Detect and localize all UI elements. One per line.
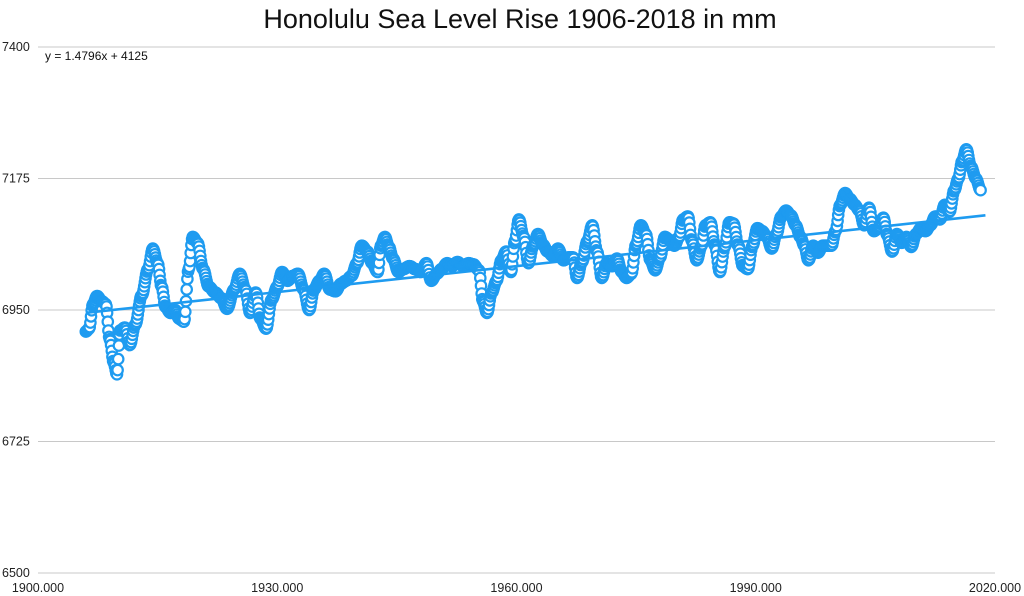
- y-tick-label: 7400: [2, 40, 30, 54]
- y-tick-label: 6950: [2, 303, 30, 317]
- x-tick-label: 2020.000: [969, 581, 1021, 595]
- data-point: [111, 352, 125, 366]
- data-point: [974, 183, 987, 197]
- gridlines: [38, 46, 995, 574]
- y-tick-label: 6500: [2, 566, 30, 580]
- trendline-equation: y = 1.4796x + 4125: [45, 49, 148, 63]
- data-point: [111, 363, 124, 377]
- data-point: [179, 305, 192, 319]
- chart-title: Honolulu Sea Level Rise 1906-2018 in mm: [263, 4, 777, 34]
- y-tick-label: 7175: [2, 172, 30, 186]
- y-axis-ticks: 6500 6725 6950 7175 7400: [2, 40, 30, 580]
- x-tick-label: 1930.000: [251, 581, 303, 595]
- x-tick-label: 1990.000: [730, 581, 782, 595]
- x-tick-label: 1900.000: [12, 581, 64, 595]
- x-tick-label: 1960.000: [490, 581, 542, 595]
- x-axis-ticks: 1900.000 1930.000 1960.000 1990.000 2020.000: [12, 581, 1021, 595]
- data-point: [180, 283, 193, 296]
- trendline: [85, 214, 986, 315]
- data-points: [79, 143, 987, 381]
- trendline-group: [85, 214, 986, 315]
- y-tick-label: 6725: [2, 435, 30, 449]
